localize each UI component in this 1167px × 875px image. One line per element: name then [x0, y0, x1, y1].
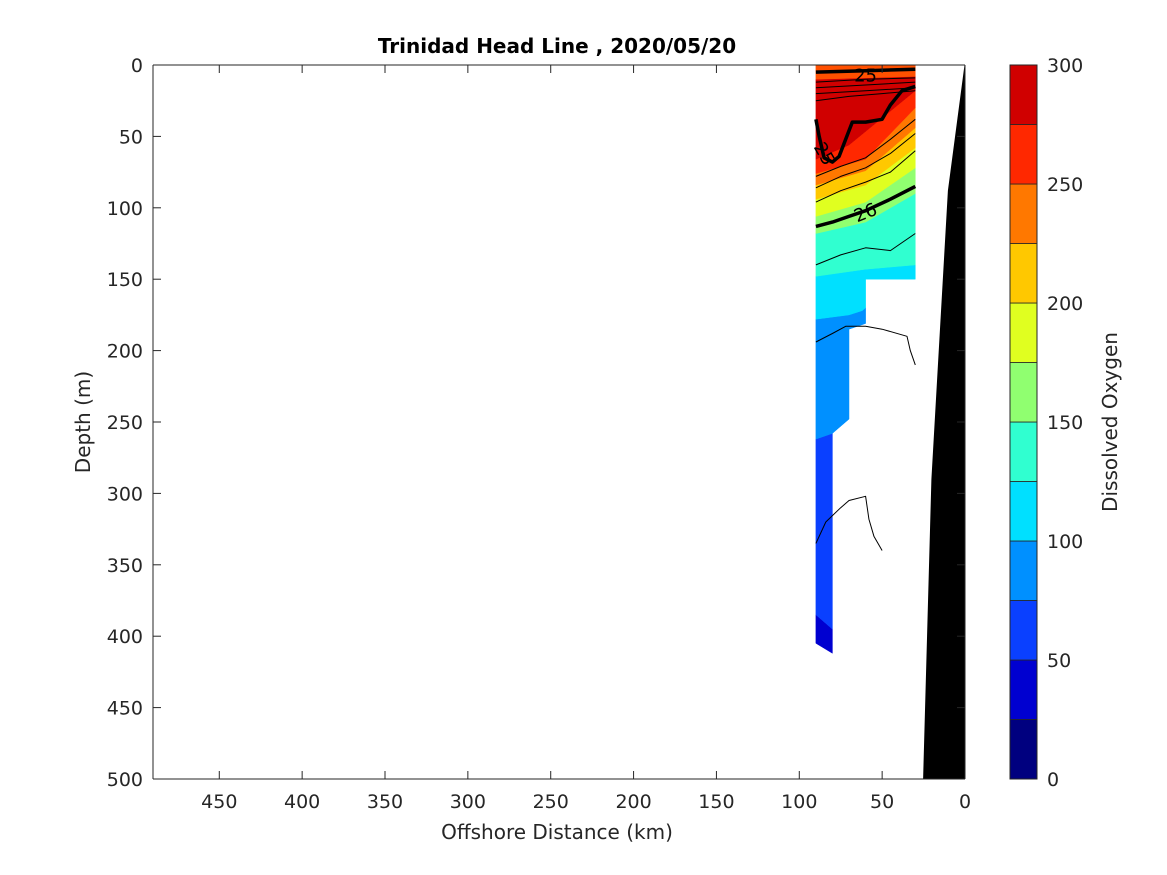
- colorbar-segment-75: [1009, 540, 1038, 601]
- contour-label-2: 25: [854, 66, 877, 87]
- x-tick-label-250: 250: [533, 791, 569, 813]
- density-contour-4: [815, 133, 916, 189]
- density-contour-1: [814, 84, 916, 164]
- colorbar: 0 50 100 150 200 250 300: [1009, 55, 1083, 791]
- x-axis-ticks: 450 400 350 300 250 200 150 100 50 0: [201, 65, 971, 813]
- colorbar-tick-label-250: 250: [1047, 174, 1083, 196]
- y-tick-label-200: 200: [107, 341, 143, 363]
- x-tick-label-450: 450: [201, 791, 237, 813]
- colorbar-segment-175: [1009, 302, 1038, 363]
- colorbar-tick-label-150: 150: [1047, 412, 1083, 434]
- y-tick-label-0: 0: [131, 55, 143, 77]
- bathymetry-layer: [923, 65, 965, 779]
- x-tick-label-350: 350: [367, 791, 403, 813]
- x-tick-label-400: 400: [284, 791, 320, 813]
- x-tick-label-200: 200: [615, 791, 651, 813]
- x-tick-label-100: 100: [781, 791, 817, 813]
- x-tick-label-300: 300: [450, 791, 486, 813]
- colorbar-label: Dissolved Oxygen: [1098, 332, 1122, 512]
- y-tick-label-500: 500: [107, 769, 143, 791]
- surface-contour-0: [815, 67, 916, 74]
- x-axis-label: Offshore Distance (km): [441, 820, 673, 844]
- colorbar-segment-100: [1009, 481, 1038, 542]
- colorbar-tick-label-50: 50: [1047, 650, 1071, 672]
- colorbar-segment-125: [1009, 421, 1038, 482]
- y-tick-label-100: 100: [107, 198, 143, 220]
- y-axis-label: Depth (m): [71, 371, 95, 473]
- colorbar-segment-275: [1009, 64, 1038, 125]
- x-tick-label-150: 150: [698, 791, 734, 813]
- x-tick-label-50: 50: [870, 791, 894, 813]
- y-tick-label-350: 350: [107, 555, 143, 577]
- x-tick-label-0: 0: [959, 791, 971, 813]
- density-contour-6: [815, 325, 916, 366]
- seafloor-bathymetry: [923, 65, 965, 779]
- y-tick-label-450: 450: [107, 698, 143, 720]
- density-contour-0: [815, 184, 917, 229]
- surface-contour-2: [815, 81, 916, 89]
- colorbar-segment-50: [1009, 600, 1038, 661]
- y-tick-label-250: 250: [107, 412, 143, 434]
- colorbar-tick-label-100: 100: [1047, 531, 1083, 553]
- density-contour-3: [815, 150, 916, 203]
- density-contour-2: [815, 233, 916, 266]
- surface-contour-1: [815, 77, 916, 83]
- y-tick-label-50: 50: [119, 126, 143, 148]
- colorbar-tick-label-0: 0: [1047, 769, 1059, 791]
- colorbar-tick-label-200: 200: [1047, 293, 1083, 315]
- surface-contour-3: [815, 87, 916, 95]
- y-tick-label-400: 400: [107, 626, 143, 648]
- y-tick-label-150: 150: [107, 269, 143, 291]
- y-tick-label-300: 300: [107, 483, 143, 505]
- surface-contour-4: [815, 90, 916, 102]
- colorbar-segment-250: [1009, 124, 1038, 185]
- colorbar-tick-label-300: 300: [1047, 55, 1083, 77]
- colorbar-frame: [1009, 64, 1038, 780]
- colorbar-segment-150: [1009, 362, 1038, 423]
- oxygen-band-50-1: [815, 433, 833, 630]
- colorbar-segment-25: [1009, 659, 1038, 720]
- density-contour-5: [815, 118, 916, 177]
- colorbar-segment-200: [1009, 243, 1038, 304]
- colorbar-segment-0: [1009, 719, 1038, 780]
- oxygen-band-75-2: [815, 307, 866, 440]
- density-contour-7: [815, 495, 883, 551]
- colorbar-segment-225: [1009, 183, 1038, 244]
- y-axis-ticks: 0 50 100 150 200 250 300 350 400 450 500: [107, 55, 965, 791]
- chart-title: Trinidad Head Line , 2020/05/20: [378, 34, 736, 58]
